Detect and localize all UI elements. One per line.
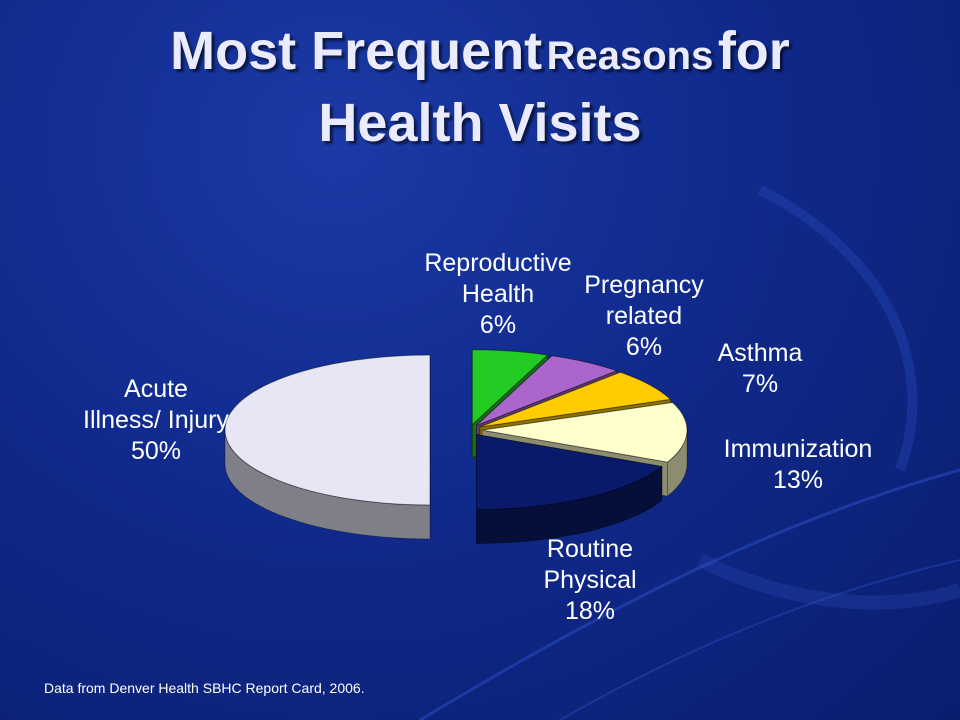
label-routine-line-2: Physical xyxy=(543,566,637,594)
label-reproductive-value: 6% xyxy=(479,311,517,339)
label-pregnancy-related: Pregnancy related 6% xyxy=(578,270,710,363)
label-asthma: Asthma 7% xyxy=(710,338,810,400)
label-asthma-line-1: Asthma xyxy=(717,339,803,367)
label-pregnancy-line-1: Pregnancy xyxy=(584,271,704,299)
source-note: Data from Denver Health SBHC Report Card… xyxy=(44,680,365,696)
title-part-1: Most Frequent xyxy=(170,21,543,81)
pie-slice-top-5 xyxy=(224,354,431,506)
label-pregnancy-line-2: related xyxy=(605,302,683,330)
title-part-2: Reasons xyxy=(546,34,714,78)
label-immunization: Immunization 13% xyxy=(716,434,880,496)
label-reproductive-line-2: Health xyxy=(461,280,535,308)
pie-slice-top-3 xyxy=(481,402,688,463)
label-acute-line-1: Acute xyxy=(124,375,188,403)
label-acute-illness: Acute Illness/ Injury 50% xyxy=(72,374,240,467)
label-immunization-line-1: Immunization xyxy=(723,435,873,463)
label-acute-value: 50% xyxy=(130,437,182,465)
label-routine-physical: Routine Physical 18% xyxy=(532,534,648,627)
label-reproductive-health: Reproductive Health 6% xyxy=(418,248,578,341)
title-part-3: for xyxy=(717,21,790,81)
title-line-2: Health Visits xyxy=(318,93,642,153)
pie-slice-top-4 xyxy=(475,433,664,511)
label-routine-line-1: Routine xyxy=(546,535,634,563)
label-routine-value: 18% xyxy=(564,597,616,625)
label-reproductive-line-1: Reproductive xyxy=(424,249,572,277)
pie-slice-top-0 xyxy=(471,349,549,426)
label-acute-line-2: Illness/ Injury xyxy=(83,406,229,434)
label-asthma-value: 7% xyxy=(741,370,779,398)
pie-slice-routine-physical xyxy=(475,433,664,544)
slide-title: Most Frequent Reasons for Health Visits xyxy=(0,22,960,152)
pie-slice-top-2 xyxy=(479,371,672,428)
label-pregnancy-value: 6% xyxy=(625,333,663,361)
label-immunization-value: 13% xyxy=(772,466,824,494)
pie-slice-acute-illness-injury xyxy=(224,354,431,540)
pie-slice-top-1 xyxy=(476,355,619,426)
